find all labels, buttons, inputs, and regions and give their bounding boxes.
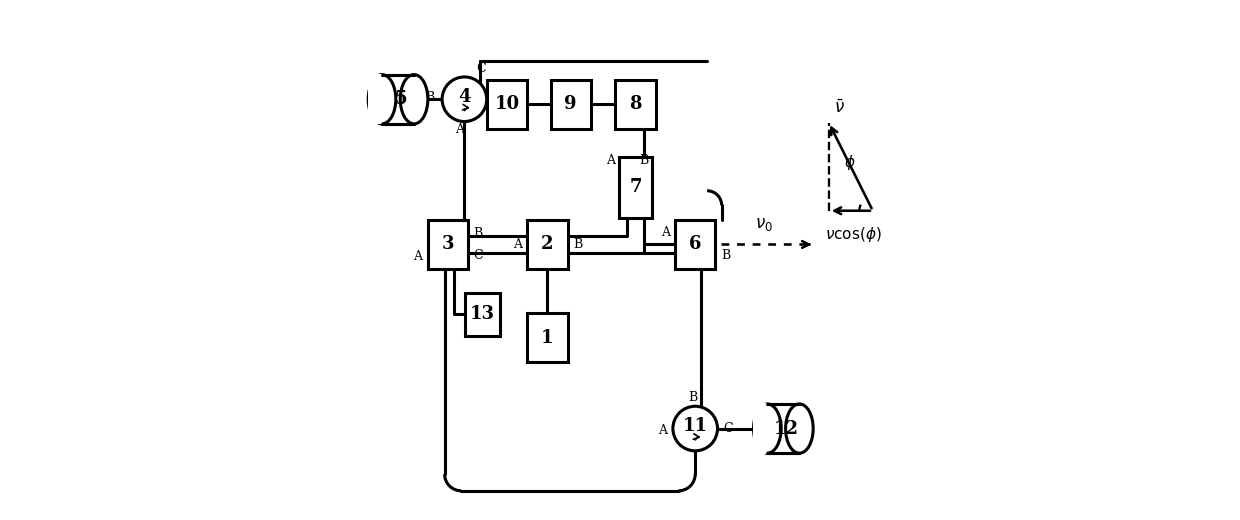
FancyBboxPatch shape [465,293,501,336]
Text: 10: 10 [495,95,520,113]
Text: 4: 4 [458,88,471,106]
Ellipse shape [786,404,813,453]
FancyBboxPatch shape [675,220,715,269]
Ellipse shape [401,74,428,124]
Text: $\phi$: $\phi$ [844,153,856,172]
Bar [382,74,414,124]
Text: A: A [661,226,670,239]
Text: A: A [513,238,522,251]
Text: $\nu\cos(\phi)$: $\nu\cos(\phi)$ [825,225,882,244]
Text: C: C [474,249,482,262]
Text: 12: 12 [774,420,799,437]
Circle shape [443,77,487,122]
Text: 11: 11 [683,418,708,435]
Text: A: A [455,123,464,136]
Ellipse shape [754,404,781,453]
FancyBboxPatch shape [527,220,568,269]
Text: A: A [413,250,423,263]
Bar [753,404,768,454]
Text: 13: 13 [470,305,495,323]
FancyBboxPatch shape [551,80,591,129]
FancyBboxPatch shape [615,80,656,129]
Text: C: C [724,422,733,435]
Text: 8: 8 [630,95,642,113]
Text: B: B [722,249,730,262]
Text: 9: 9 [564,95,577,113]
FancyBboxPatch shape [619,157,652,218]
Ellipse shape [368,74,396,124]
Bar [368,74,382,124]
Text: A: A [606,154,615,167]
Text: 5: 5 [394,90,407,108]
Text: C: C [476,62,486,75]
Text: $\bar{\nu}$: $\bar{\nu}$ [835,100,844,118]
Circle shape [673,406,718,451]
Text: 2: 2 [541,236,553,253]
Text: B: B [640,154,649,167]
FancyBboxPatch shape [487,80,527,129]
Text: A: A [657,424,667,437]
Text: B: B [474,227,482,240]
Text: 7: 7 [630,178,642,197]
Text: B: B [425,91,435,104]
FancyBboxPatch shape [527,313,568,362]
Text: 1: 1 [541,329,553,347]
Text: B: B [688,392,698,405]
FancyBboxPatch shape [428,220,467,269]
Text: $\nu_0$: $\nu_0$ [755,216,773,233]
Text: 3: 3 [441,236,454,253]
Text: 6: 6 [689,236,702,253]
Bar [768,404,800,453]
Text: B: B [573,238,582,251]
